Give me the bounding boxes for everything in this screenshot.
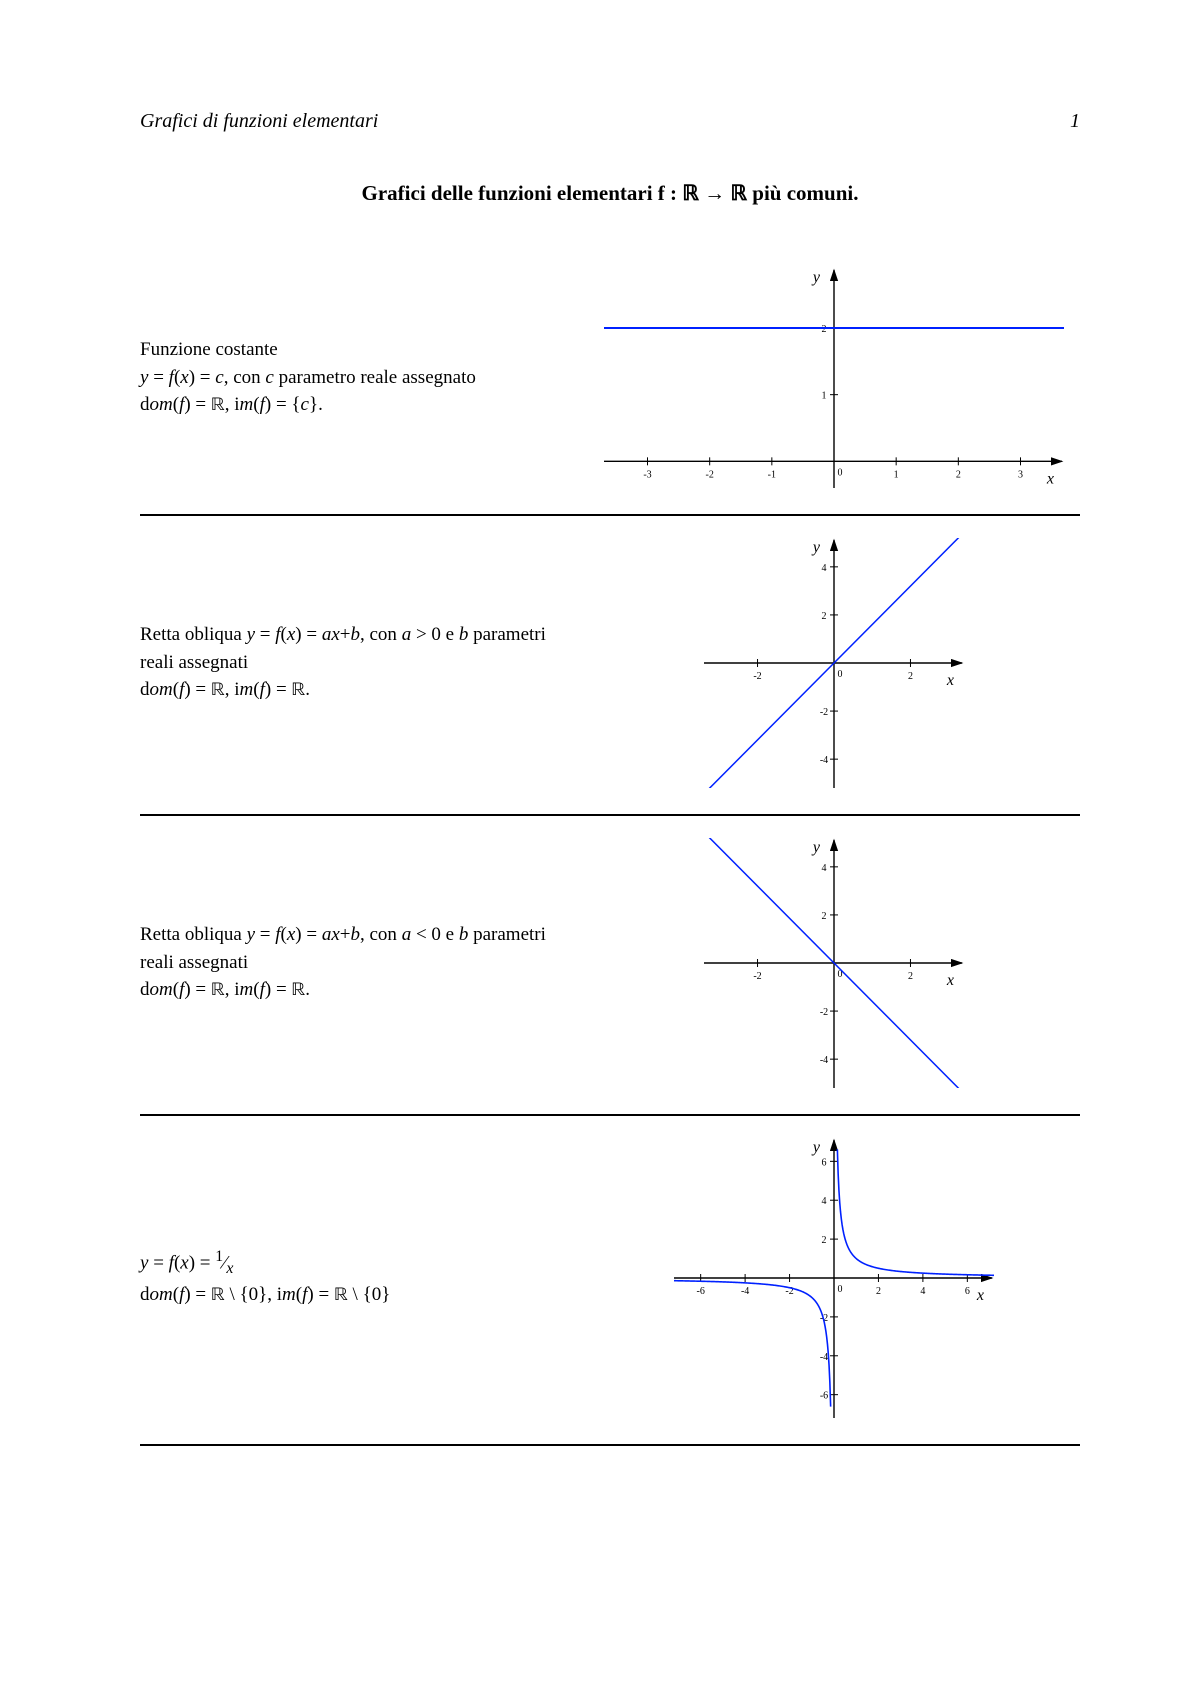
entry-plot: -22-4-2240xy bbox=[588, 838, 1080, 1088]
function-plot: -6-4-2246-6-4-22460xy bbox=[674, 1138, 994, 1418]
svg-text:2: 2 bbox=[876, 1286, 881, 1297]
svg-text:-3: -3 bbox=[643, 469, 651, 480]
svg-text:1: 1 bbox=[894, 469, 899, 480]
svg-text:-2: -2 bbox=[820, 707, 828, 718]
svg-text:x: x bbox=[946, 672, 954, 689]
svg-text:2: 2 bbox=[908, 971, 913, 982]
svg-text:x: x bbox=[946, 972, 954, 989]
svg-text:4: 4 bbox=[920, 1286, 925, 1297]
svg-text:1: 1 bbox=[822, 391, 827, 402]
entry: Funzione costantey = f(x) = c, con c par… bbox=[140, 246, 1080, 516]
svg-text:0: 0 bbox=[838, 467, 843, 478]
function-plot: -3 -2 -1 1 2 3 1 2 0 x y bbox=[604, 268, 1064, 488]
svg-text:y: y bbox=[811, 269, 821, 286]
svg-text:-2: -2 bbox=[753, 671, 761, 682]
svg-text:-2: -2 bbox=[753, 971, 761, 982]
entry-plot: -2 2 -4 -2 2 4 0 x y bbox=[588, 538, 1080, 788]
svg-text:2: 2 bbox=[956, 469, 961, 480]
entry-text: y = f(x) = 1⁄xdom(f) = ℝ \ {0}, im(f) = … bbox=[140, 1246, 570, 1310]
svg-text:-6: -6 bbox=[820, 1391, 828, 1402]
entry-text: Retta obliqua y = f(x) = ax+b, con a < 0… bbox=[140, 921, 570, 1005]
svg-text:-4: -4 bbox=[741, 1286, 749, 1297]
entry-text: Funzione costantey = f(x) = c, con c par… bbox=[140, 336, 570, 420]
svg-text:-1: -1 bbox=[768, 469, 776, 480]
page-number: 1 bbox=[1070, 110, 1080, 133]
svg-text:4: 4 bbox=[822, 863, 827, 874]
svg-text:-2: -2 bbox=[706, 469, 714, 480]
svg-text:4: 4 bbox=[822, 563, 827, 574]
svg-text:2: 2 bbox=[822, 1235, 827, 1246]
svg-text:x: x bbox=[976, 1287, 984, 1304]
svg-text:2: 2 bbox=[908, 671, 913, 682]
svg-text:y: y bbox=[811, 1139, 821, 1156]
svg-text:6: 6 bbox=[965, 1286, 970, 1297]
svg-text:0: 0 bbox=[838, 669, 843, 680]
function-plot: -2 2 -4 -2 2 4 0 x y bbox=[704, 538, 964, 788]
page-title: Grafici delle funzioni elementari f : ℝ … bbox=[140, 181, 1080, 206]
function-plot: -22-4-2240xy bbox=[704, 838, 964, 1088]
svg-text:2: 2 bbox=[822, 324, 827, 335]
running-title: Grafici di funzioni elementari bbox=[140, 110, 378, 133]
entry: Retta obliqua y = f(x) = ax+b, con a > 0… bbox=[140, 516, 1080, 816]
svg-text:-4: -4 bbox=[820, 1352, 828, 1363]
svg-text:-6: -6 bbox=[696, 1286, 704, 1297]
svg-text:2: 2 bbox=[822, 911, 827, 922]
svg-text:y: y bbox=[811, 839, 821, 856]
svg-text:y: y bbox=[811, 539, 821, 556]
svg-text:x: x bbox=[1046, 470, 1054, 487]
entry: y = f(x) = 1⁄xdom(f) = ℝ \ {0}, im(f) = … bbox=[140, 1116, 1080, 1446]
svg-text:-2: -2 bbox=[820, 1007, 828, 1018]
entry-plot: -6-4-2246-6-4-22460xy bbox=[588, 1138, 1080, 1418]
svg-text:2: 2 bbox=[822, 611, 827, 622]
svg-text:-4: -4 bbox=[820, 755, 828, 766]
svg-text:0: 0 bbox=[838, 1284, 843, 1295]
svg-text:-4: -4 bbox=[820, 1055, 828, 1066]
svg-text:6: 6 bbox=[822, 1157, 827, 1168]
page: Grafici di funzioni elementari 1 Grafici… bbox=[0, 0, 1200, 1698]
entries-container: Funzione costantey = f(x) = c, con c par… bbox=[140, 246, 1080, 1446]
entry-text: Retta obliqua y = f(x) = ax+b, con a > 0… bbox=[140, 621, 570, 705]
svg-text:4: 4 bbox=[822, 1196, 827, 1207]
entry: Retta obliqua y = f(x) = ax+b, con a < 0… bbox=[140, 816, 1080, 1116]
entry-plot: -3 -2 -1 1 2 3 1 2 0 x y bbox=[588, 268, 1080, 488]
running-head: Grafici di funzioni elementari 1 bbox=[140, 110, 1080, 133]
svg-text:3: 3 bbox=[1018, 469, 1023, 480]
